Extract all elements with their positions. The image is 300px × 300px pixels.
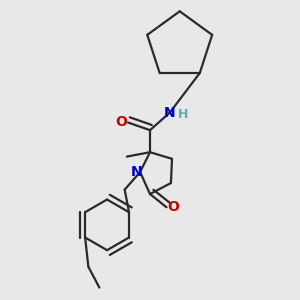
Text: O: O: [116, 116, 127, 130]
Text: H: H: [178, 108, 188, 121]
Text: N: N: [130, 165, 142, 179]
Text: N: N: [164, 106, 176, 120]
Text: O: O: [167, 200, 179, 214]
